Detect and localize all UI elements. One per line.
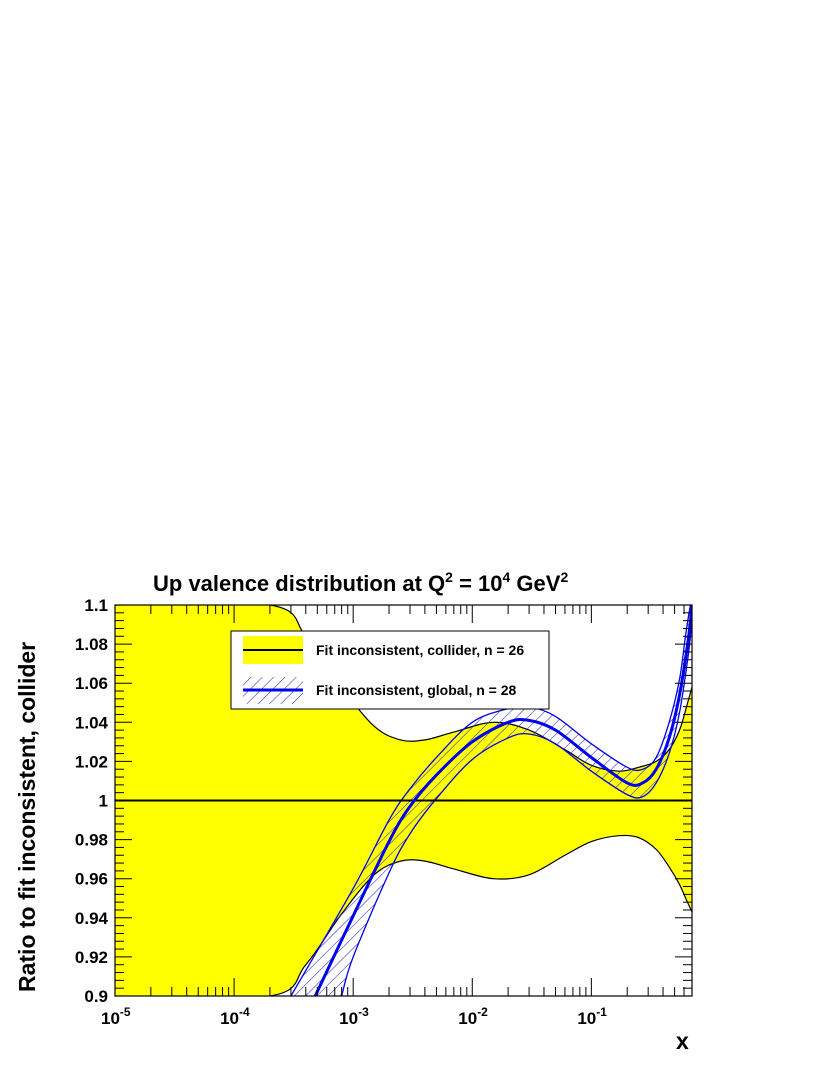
x-tick-label: 10-3 [339,1005,369,1028]
global-band-lower-edge [341,620,692,996]
x-tick-label: 10-5 [101,1005,131,1028]
legend: Fit inconsistent, collider, n = 26 Fit i… [230,630,550,710]
x-axis-label: x [676,1028,689,1054]
y-tick-label: 1.04 [75,713,109,732]
x-tick-label: 10-4 [220,1005,250,1028]
axes [114,604,693,997]
global-band-upper-edge [290,605,692,996]
legend-label-global: Fit inconsistent, global, n = 28 [316,682,517,698]
y-axis-label: Ratio to fit inconsistent, collider [14,642,40,992]
y-tick-label: 1.08 [75,635,108,654]
legend-entry-global: Fit inconsistent, global, n = 28 [243,677,517,704]
legend-entry-collider: Fit inconsistent, collider, n = 26 [243,636,524,664]
y-tick-label: 0.96 [75,870,108,889]
title-sup-2: 4 [503,569,511,585]
x-tick-label: 10-2 [458,1005,488,1028]
y-tick-label: 0.92 [75,948,108,967]
title-main: Up valence distribution at Q [153,571,445,596]
y-tick-label: 1.02 [75,752,108,771]
title-sup-1: 2 [445,569,453,585]
y-tick-label: 0.98 [75,831,108,850]
global-central-line [313,605,692,996]
x-tick-label: 10-1 [577,1005,607,1028]
y-tick-label: 0.9 [84,987,108,1006]
y-tick-label: 0.94 [75,909,109,928]
title-mid: = 10 [453,571,503,596]
title-sup-3: 2 [560,569,568,585]
tick-labels: 0.9 0.92 0.94 0.96 0.98 1 1.02 1.04 1.06 1.08 1.1 1… [75,596,607,1028]
legend-label-collider: Fit inconsistent, collider, n = 26 [316,642,524,658]
chart-title: Up valence distribution at Q2 = 104 GeV2 [153,569,568,596]
global-uncertainty-band [290,605,692,996]
y-tick-label: 1 [99,792,108,811]
title-unit: GeV [510,571,560,596]
y-tick-label: 1.06 [75,674,108,693]
y-tick-label: 1.1 [84,596,108,615]
